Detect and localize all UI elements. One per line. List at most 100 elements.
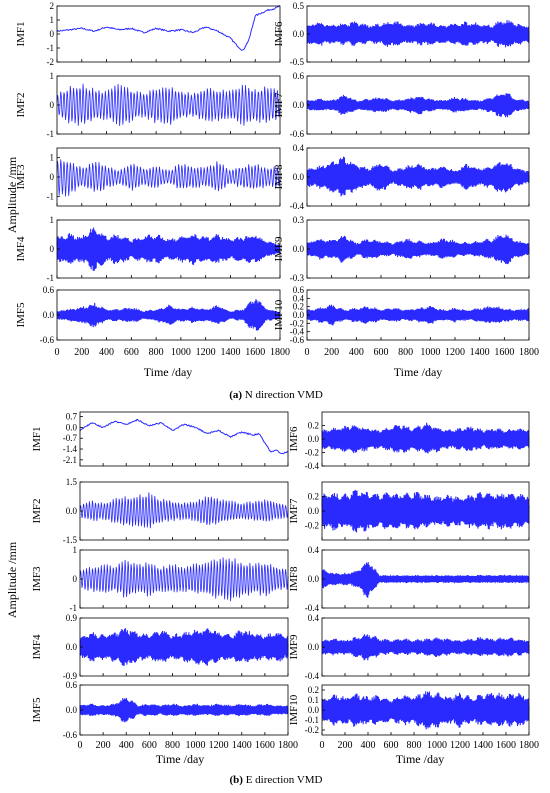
y-tick-label: 1	[73, 545, 78, 555]
x-tick-label: 1200	[450, 740, 470, 751]
y-tick-label: -0.6	[40, 335, 55, 345]
signal-line	[306, 234, 530, 265]
y-tick-label: 0.0	[308, 642, 320, 652]
x-tick-label: 0	[55, 347, 60, 358]
y-tick-label: -0.3	[290, 273, 305, 283]
y-tick-label: -1	[47, 43, 55, 53]
y-tick-label: -0.4	[305, 461, 320, 471]
signal-line	[56, 159, 281, 197]
xlabel-b-right: Time /day	[396, 752, 445, 766]
x-tick-label: 1600	[496, 740, 516, 751]
axes-frame	[56, 5, 281, 63]
x-tick-label: 400	[349, 347, 364, 358]
x-tick-label: 0	[78, 740, 83, 751]
subplot-imf6-n: 0.5 0.0 -0.5 IMF6	[273, 1, 530, 67]
y-tick-label: -1.4	[63, 444, 78, 454]
x-tick-label: 800	[398, 347, 413, 358]
subplot-imf2-n: 1 0 -1 IMF2	[15, 71, 281, 139]
signal-line	[79, 418, 289, 455]
y-tick-label: 0.4	[293, 143, 305, 153]
y-tick-label: 1.5	[66, 477, 78, 487]
ylabel-a: Amplitude /mm	[5, 156, 19, 233]
y-tick-label: -0.1	[305, 715, 319, 725]
signal-line	[321, 691, 530, 730]
imf-label: IMF6	[288, 426, 300, 452]
y-tick-label: 0.2	[308, 685, 319, 695]
y-tick-label: -0.6	[290, 335, 305, 345]
x-tick-label: 0	[305, 347, 310, 358]
subplot-imf10-n: 0.60.40.20.0-0.2-0.4-0.6 IMF10 0 200 400 600 8…	[273, 285, 539, 358]
x-tick-label: 1400	[232, 740, 252, 751]
subplot-imf1-n: 2 1 0 -1 -2 IMF1	[15, 1, 281, 67]
y-tick-label: 0.4	[308, 613, 320, 623]
x-tick-label: 1400	[473, 740, 493, 751]
x-tick-label: 1800	[519, 740, 539, 751]
x-tick-label: 600	[124, 347, 139, 358]
caption-a-letter: (a)	[229, 389, 242, 401]
subplot-imf9-e: 0.4 0.0 -0.4 IMF9	[288, 613, 530, 681]
imf-label: IMF4	[31, 634, 43, 660]
x-tick-label: 400	[119, 740, 134, 751]
x-tick-label: 1800	[519, 347, 539, 358]
y-tick-label: -1	[47, 129, 55, 139]
x-tick-label: 800	[165, 740, 180, 751]
caption-a: (a) N direction VMD	[229, 389, 323, 401]
y-tick-label: 0.0	[308, 574, 320, 584]
subplot-imf6-e: 0.2 0.0 -0.2 -0.4 IMF6	[288, 411, 530, 471]
y-tick-label: 1	[50, 215, 55, 225]
x-tick-label: 600	[142, 740, 157, 751]
y-tick-label: 0.2	[308, 492, 319, 502]
subplot-imf4-n: 1 0 -1 IMF4	[15, 215, 281, 283]
y-tick-label: 2	[50, 1, 55, 11]
y-tick-label: 0.1	[308, 695, 319, 705]
imf-label: IMF2	[15, 92, 27, 117]
y-tick-label: 0.0	[293, 310, 305, 320]
xlabel-a-right: Time /day	[394, 365, 443, 379]
y-tick-label: 0.2	[293, 302, 304, 312]
imf-label: IMF8	[288, 566, 300, 592]
subplot-imf4-e: 0.9 0.0 -0.9 IMF4	[31, 613, 289, 681]
y-tick-label: -0.7	[63, 433, 78, 443]
subplot-imf3-n: 1 0 -1 IMF3	[15, 147, 281, 207]
signal-line	[321, 489, 530, 533]
x-tick-label: 1600	[255, 740, 275, 751]
x-tick-label: 1800	[270, 347, 290, 358]
y-tick-label: 0	[73, 574, 78, 584]
x-tick-label: 1000	[427, 740, 447, 751]
subplot-imf2-e: 1.5 0.0 -1.5 IMF2	[31, 477, 289, 545]
subplot-imf3-e: 1 0 -1 IMF3	[31, 545, 289, 613]
signal-line	[56, 299, 281, 331]
y-tick-label: 0.0	[293, 100, 305, 110]
x-tick-label: 200	[74, 347, 89, 358]
x-tick-label: 1200	[209, 740, 229, 751]
subplot-imf8-n: 0.4 0.0 -0.4 IMF8	[273, 143, 530, 211]
x-tick-label: 200	[338, 740, 353, 751]
signal-line	[79, 557, 289, 602]
imf-label: IMF9	[273, 236, 285, 262]
y-tick-label: -2	[47, 57, 55, 67]
x-tick-label: 400	[361, 740, 376, 751]
y-tick-label: -0.9	[63, 671, 78, 681]
signal-line	[79, 628, 289, 666]
x-tick-label: 0	[320, 740, 325, 751]
imf-label: IMF7	[288, 498, 300, 524]
y-tick-label: 0.9	[66, 613, 78, 623]
x-tick-label: 800	[149, 347, 164, 358]
imf-label: IMF6	[273, 21, 285, 47]
y-tick-label: 0.0	[293, 172, 305, 182]
imf-label: IMF1	[15, 21, 27, 46]
x-tick-label: 400	[99, 347, 114, 358]
x-tick-label: 200	[96, 740, 111, 751]
y-tick-label: 0	[50, 29, 55, 39]
y-tick-label: 0.0	[293, 244, 305, 254]
subplot-imf7-n: 0.6 0.0 -0.6 IMF7	[273, 71, 530, 139]
caption-a-text: N direction VMD	[242, 389, 323, 401]
ylabel-b: Amplitude /mm	[5, 541, 19, 618]
subplot-imf7-e: 0.2 0.0 -0.2 IMF7	[288, 481, 530, 541]
y-tick-label: 0.6	[293, 71, 305, 81]
y-tick-label: -0.6	[63, 730, 78, 740]
y-tick-label: -0.6	[290, 129, 305, 139]
subplot-imf1-e: 0.70.0-0.7-1.4-2.1 IMF1	[31, 411, 289, 467]
